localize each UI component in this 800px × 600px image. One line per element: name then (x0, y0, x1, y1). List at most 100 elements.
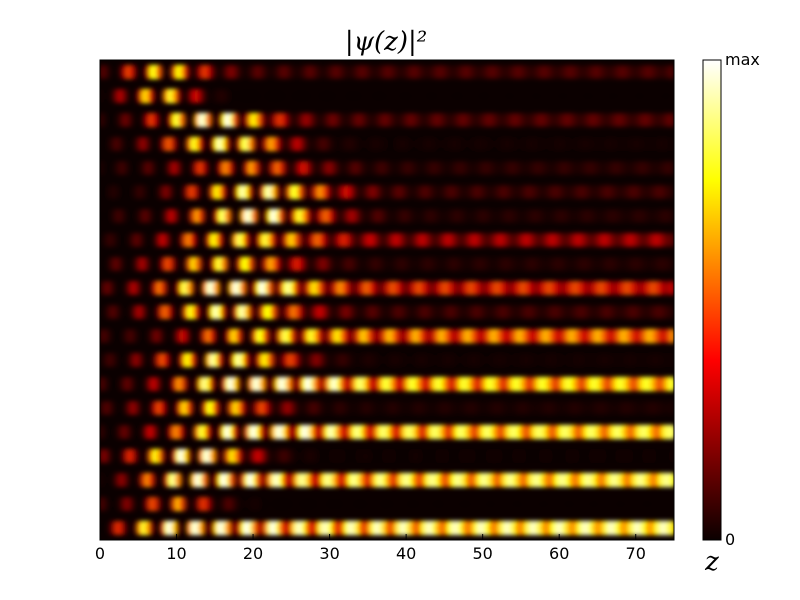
heatmap-row (100, 64, 674, 80)
heatmap-cell (190, 400, 198, 416)
heatmap-row (100, 520, 674, 536)
heatmap-cell (182, 424, 190, 440)
heatmap-cell (197, 184, 205, 200)
heatmap-row (100, 496, 366, 512)
heatmap-cell (140, 280, 148, 296)
heatmap-cell (178, 472, 186, 488)
colorbar-min-label: 0 (725, 530, 735, 549)
heatmap-cell (205, 160, 213, 176)
x-tick-label: 10 (166, 544, 186, 563)
heatmap-cell (155, 424, 163, 440)
x-axis: 0 10 20 30 40 50 60 70 (95, 534, 646, 563)
colorbar: max 0 (702, 50, 760, 549)
heatmap-cell (159, 64, 167, 80)
heatmap-cell (167, 352, 175, 368)
heatmap-cell (668, 304, 674, 320)
plot-area (99, 59, 675, 541)
heatmap-cell (228, 88, 236, 104)
heatmap-cell (148, 208, 156, 224)
heatmap-cell (136, 448, 144, 464)
heatmap-row (100, 376, 674, 392)
heatmap-row (100, 280, 674, 296)
heatmap-row (100, 112, 674, 128)
heatmap-cell (668, 112, 674, 128)
heatmap-cell (668, 424, 674, 440)
heatmap-cell (194, 232, 202, 248)
heatmap-cell (163, 280, 171, 296)
heatmap-cell (251, 88, 259, 104)
heatmap-cell (236, 376, 244, 392)
heatmap-cell (668, 352, 674, 368)
heatmap-cell (140, 232, 148, 248)
heatmap-cell (171, 184, 179, 200)
heatmap-cell (102, 424, 110, 440)
chart-title: |ψ(z)|² (345, 27, 427, 57)
heatmap-cell (148, 136, 156, 152)
heatmap-cell (351, 88, 358, 104)
heatmap-cell (159, 328, 167, 344)
heatmap-row (100, 232, 674, 248)
heatmap-cell (668, 160, 674, 176)
heatmap-cell (125, 88, 133, 104)
heatmap-cell (186, 448, 194, 464)
heatmap-cell (100, 160, 106, 176)
heatmap-cell (102, 112, 110, 128)
heatmap-cell (132, 496, 140, 512)
heatmap-cell (121, 256, 129, 272)
heatmap-cell (259, 496, 267, 512)
x-tick-label: 30 (319, 544, 339, 563)
heatmap-cell (121, 136, 129, 152)
heatmap-cell (278, 88, 286, 104)
heatmap-cell (668, 472, 674, 488)
heatmap-cell (106, 496, 114, 512)
heatmap-cell (668, 256, 674, 272)
heatmap-row (102, 256, 674, 272)
heatmap-cell (136, 400, 144, 416)
heatmap-cell (100, 208, 106, 224)
heatmap-row (102, 184, 674, 200)
heatmap-cell (136, 328, 144, 344)
heatmap-cell (201, 208, 209, 224)
heatmap-cell (282, 496, 290, 512)
heatmap-cell (100, 472, 106, 488)
heatmap-cell (328, 88, 335, 104)
heatmap-cell (668, 232, 674, 248)
heatmap-cell (117, 184, 125, 200)
x-tick-label: 20 (243, 544, 263, 563)
heatmap-rows (100, 64, 674, 536)
heatmap-cell (109, 448, 117, 464)
heatmap-cell (175, 520, 182, 536)
heatmap-cell (100, 88, 106, 104)
x-tick-label: 60 (549, 544, 569, 563)
heatmap-row (100, 208, 674, 224)
heatmap-cell (159, 376, 167, 392)
heatmap-cell (178, 160, 186, 176)
heatmap-cell (132, 376, 140, 392)
heatmap-cell (113, 280, 121, 296)
heatmap-cell (213, 328, 221, 344)
heatmap-cell (668, 64, 674, 80)
heatmap-cell (155, 112, 163, 128)
colorbar-max-label: max (725, 50, 760, 69)
heatmap-cell (171, 304, 179, 320)
heatmap-cell (668, 448, 674, 464)
heatmap-cell (308, 496, 316, 512)
x-axis-label: z (704, 547, 719, 577)
heatmap-cell (668, 280, 674, 296)
heatmap-cell (159, 496, 167, 512)
x-tick-label: 50 (472, 544, 492, 563)
heatmap-cell (668, 520, 674, 536)
heatmap-row (100, 472, 674, 488)
heatmap-cell (125, 208, 133, 224)
heatmap-cell (228, 208, 236, 224)
heatmap-cell (125, 160, 133, 176)
heatmap-cell (186, 328, 194, 344)
heatmap-cell (109, 400, 117, 416)
heatmap-cell (358, 496, 366, 512)
heatmap-cell (182, 112, 190, 128)
heatmap-cell (194, 352, 202, 368)
heatmap-cell (152, 88, 159, 104)
heatmap-cell (668, 376, 674, 392)
heatmap-row (100, 448, 674, 464)
